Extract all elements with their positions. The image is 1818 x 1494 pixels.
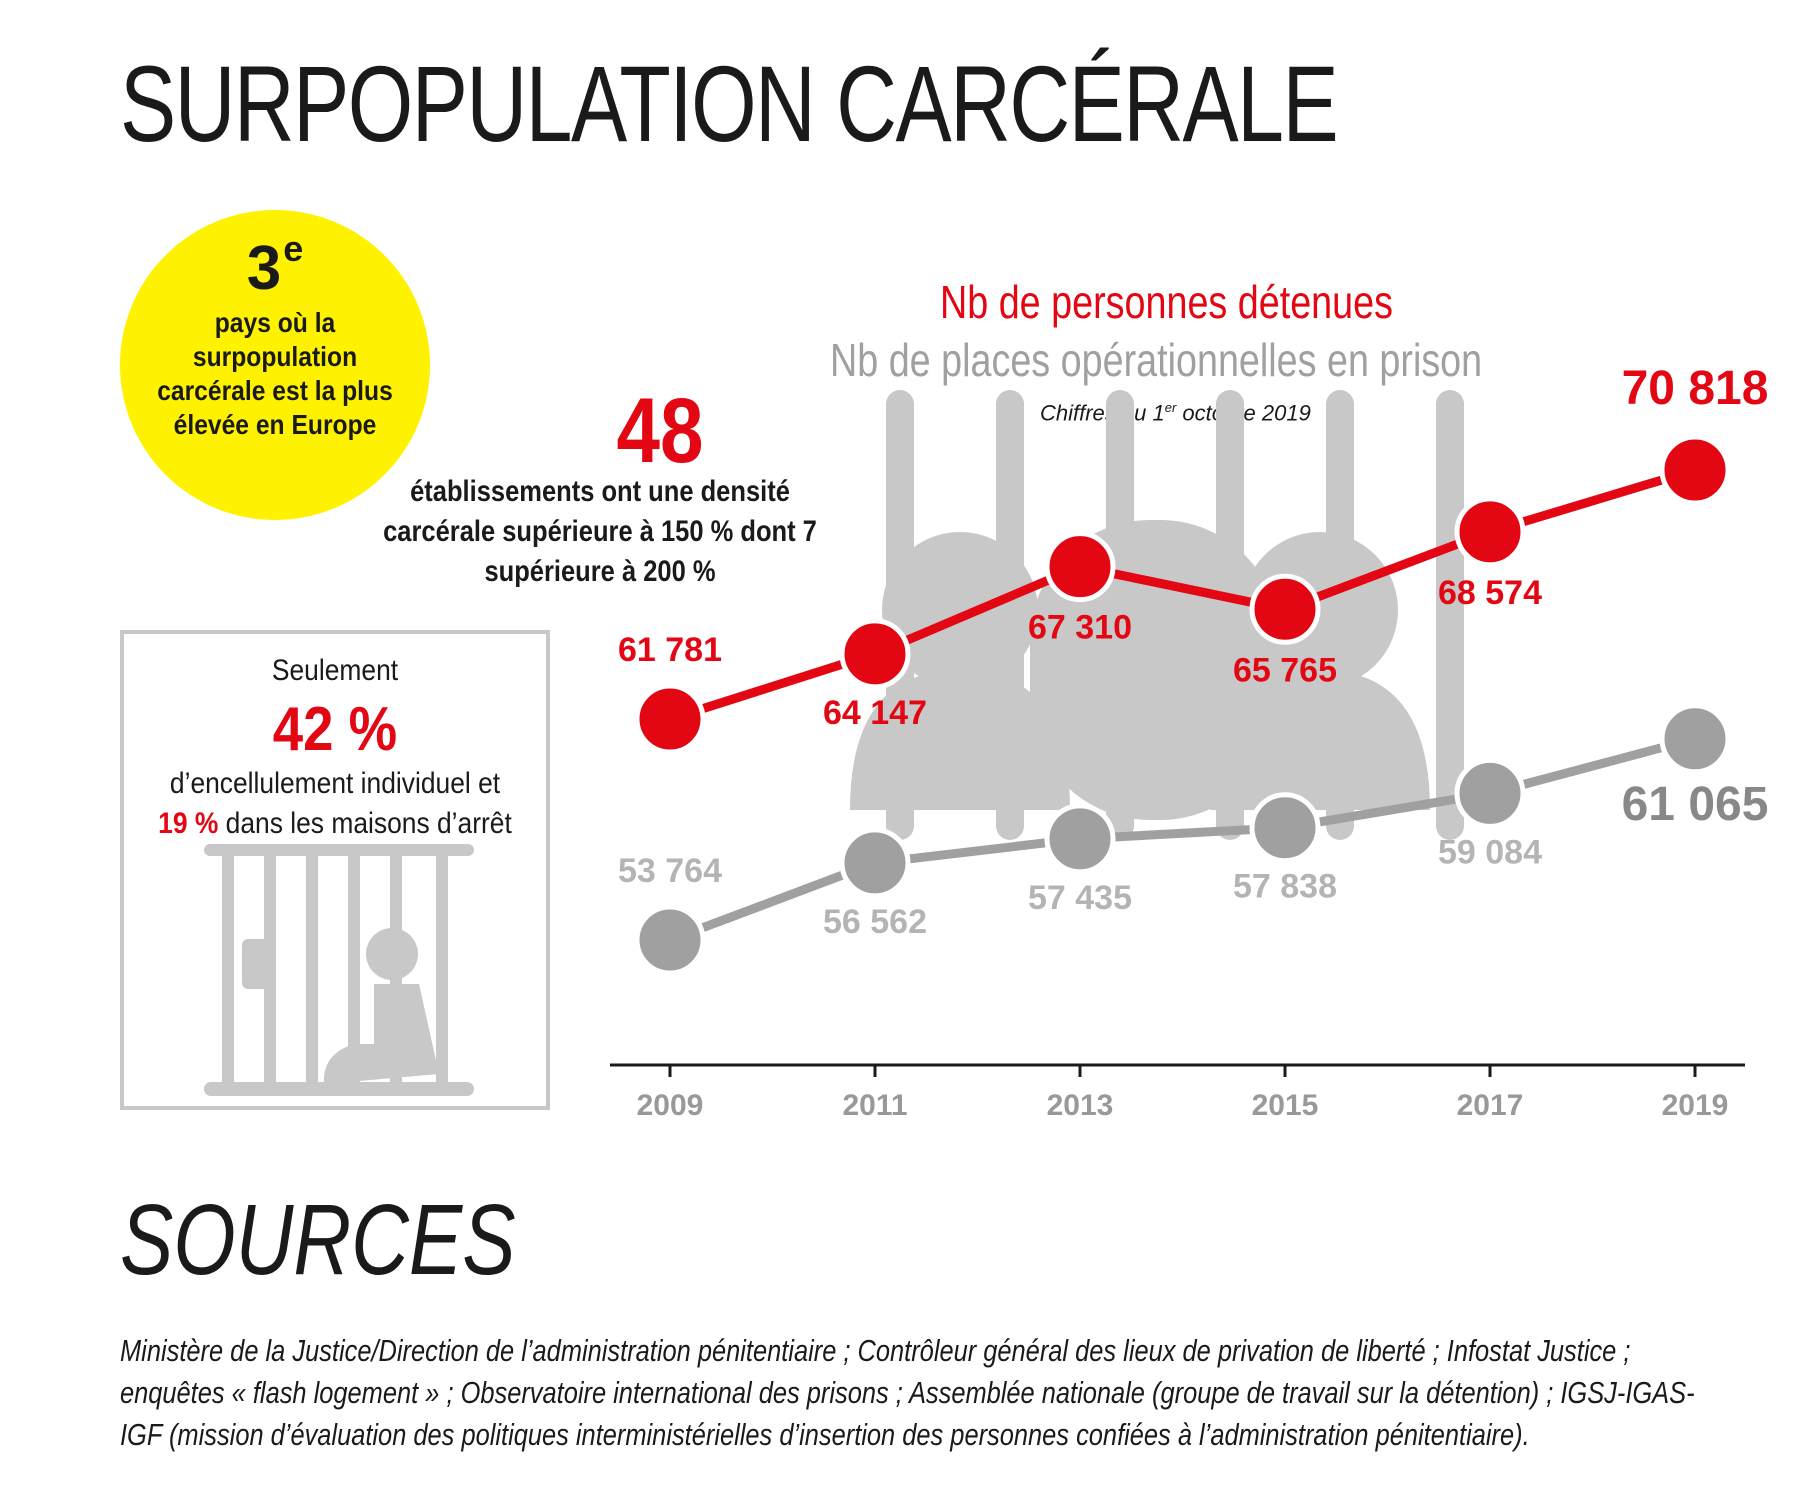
data-point — [1044, 803, 1116, 875]
data-label: 61 781 — [618, 631, 722, 669]
data-point — [1454, 757, 1526, 829]
data-label: 64 147 — [823, 694, 927, 732]
cell-desc-tail: dans les maisons d’arrêt — [218, 807, 512, 840]
data-point — [1044, 531, 1116, 603]
cell-description: d’encellulement individuel et 19 % dans … — [149, 764, 520, 844]
rank-text: pays où la surpopulation carcérale est l… — [157, 307, 393, 440]
cell-percent: 42 % — [272, 695, 398, 764]
data-label: 67 310 — [1028, 609, 1132, 647]
data-point — [839, 827, 911, 899]
x-tick-label: 2017 — [1457, 1089, 1524, 1122]
data-label: 56 562 — [823, 903, 927, 941]
data-label: 61 065 — [1622, 778, 1769, 831]
prison-population-chart: 2009 2011 2013 2015 2017 2019 61 781 64 147 67 3… — [610, 362, 1769, 1122]
data-point — [839, 618, 911, 690]
sources-text: Ministère de la Justice/Direction de l’a… — [120, 1333, 1695, 1452]
establishments-number: 48 — [616, 380, 704, 482]
x-tick-label: 2019 — [1662, 1089, 1729, 1122]
data-point — [1249, 792, 1321, 864]
data-point — [1659, 703, 1731, 775]
establishments-text: établissements ont une densité carcérale… — [383, 475, 817, 588]
prison-bars-illustration — [850, 390, 1464, 840]
x-tick-label: 2009 — [637, 1089, 704, 1122]
rank-number: 3e — [246, 228, 304, 303]
x-tick-label: 2015 — [1252, 1089, 1319, 1122]
rank-suffix: e — [283, 228, 304, 269]
data-point — [1659, 434, 1731, 506]
sources-title: SOURCES — [120, 1184, 516, 1296]
data-point — [634, 904, 706, 976]
rank-badge: 3e pays où la surpopulation carcérale es… — [120, 210, 430, 520]
data-point — [1249, 573, 1321, 645]
data-label: 57 435 — [1028, 879, 1132, 917]
page-title: SURPOPULATION CARCÉRALE — [120, 43, 1339, 164]
data-label: 59 084 — [1438, 833, 1542, 871]
x-tick-label: 2011 — [842, 1089, 907, 1122]
data-label: 53 764 — [618, 852, 722, 890]
cell-stat-box: Seulement 42 % d’encellulement individue… — [120, 630, 550, 1110]
cell-desc-line1: d’encellulement individuel et — [169, 767, 501, 800]
data-point — [634, 683, 706, 755]
cell-percent-2: 19 % — [158, 807, 219, 840]
chart-date-note: Chiffres au 1er octobre 2019 — [1040, 400, 1311, 426]
legend-places: Nb de places opérationnelles en prison — [830, 334, 1483, 386]
data-label: 70 818 — [1622, 362, 1769, 415]
data-label: 68 574 — [1438, 574, 1542, 612]
cell-lead: Seulement — [271, 654, 399, 687]
series-line-detainees — [668, 465, 1697, 724]
data-label: 57 838 — [1233, 868, 1337, 906]
legend-detainees: Nb de personnes détenues — [940, 276, 1393, 328]
data-point — [1454, 496, 1526, 568]
data-label: 65 765 — [1233, 651, 1337, 689]
x-tick-label: 2013 — [1047, 1089, 1114, 1122]
cell-desc-line2: 19 % dans les maisons d’arrêt — [149, 804, 520, 844]
prisoner-cell-icon — [204, 844, 474, 1096]
